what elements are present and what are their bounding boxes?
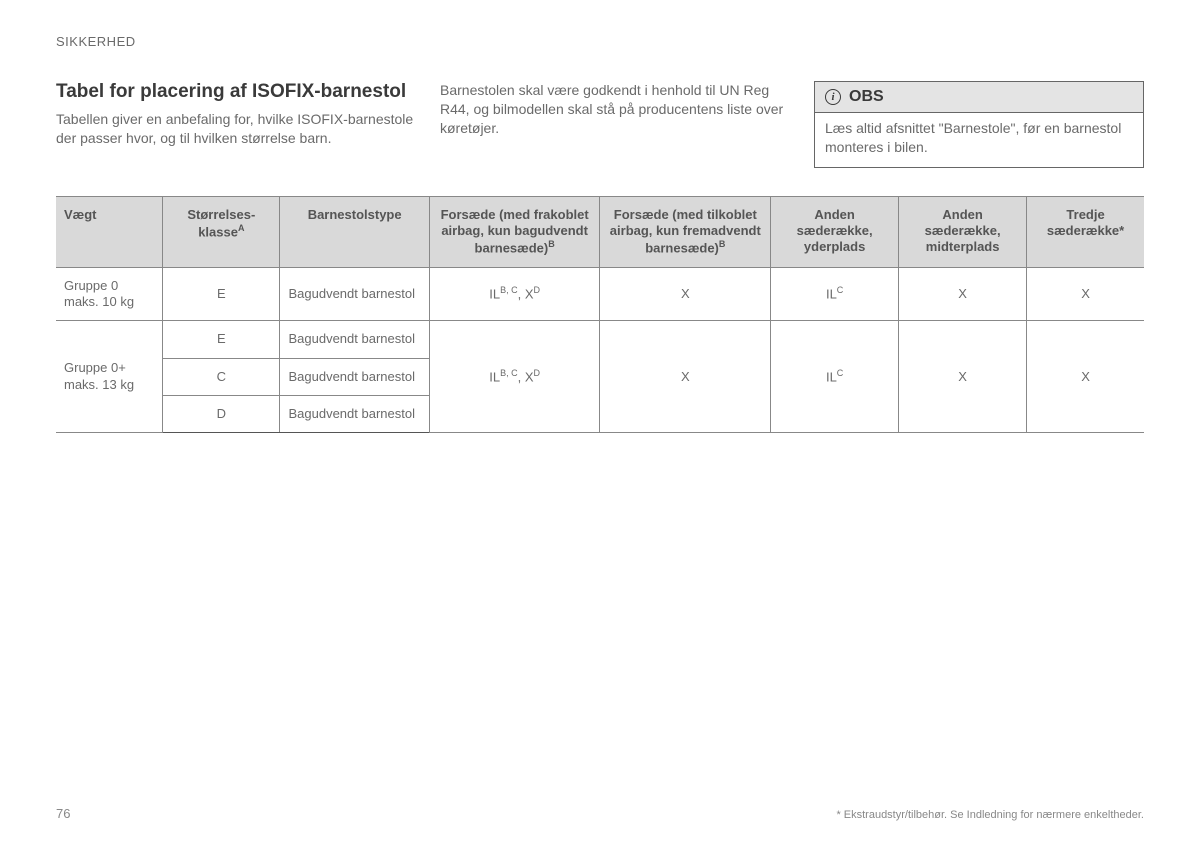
- cell-size-class: D: [163, 395, 280, 432]
- cell-weight: Gruppe 0maks. 10 kg: [56, 267, 163, 321]
- th-seat-type: Barnestolstype: [280, 196, 429, 267]
- cell-row2-outer: ILC: [771, 321, 899, 433]
- cell-front-off: ILB, C, XD: [429, 321, 600, 433]
- th-weight: Vægt: [56, 196, 163, 267]
- cell-size-class: E: [163, 321, 280, 358]
- cell-seat-type: Bagudvendt barnestol: [280, 358, 429, 395]
- cell-size-class: E: [163, 267, 280, 321]
- cell-weight: Gruppe 0+maks. 13 kg: [56, 321, 163, 433]
- table-row: Gruppe 0+maks. 13 kgEBagudvendt barnesto…: [56, 321, 1144, 358]
- isofix-table: Vægt Størrelses-klasseA Barnestolstype F…: [56, 196, 1144, 433]
- cell-seat-type: Bagudvendt barnestol: [280, 267, 429, 321]
- note-title: OBS: [849, 88, 884, 106]
- th-front-on: Forsæde (med tilkoblet airbag, kun frema…: [600, 196, 771, 267]
- page-title: Tabel for placering af ISOFIX-barnestol: [56, 81, 416, 104]
- th-row2-mid: Anden sæderække, midterplads: [899, 196, 1027, 267]
- th-row3: Tredje sæderække*: [1027, 196, 1144, 267]
- cell-row2-outer: ILC: [771, 267, 899, 321]
- mid-text: Barnestolen skal være godkendt i henhold…: [440, 81, 790, 138]
- cell-row3: X: [1027, 267, 1144, 321]
- note-box: i OBS Læs altid afsnittet "Barnestole", …: [814, 81, 1144, 168]
- table-row: Gruppe 0maks. 10 kgEBagudvendt barnestol…: [56, 267, 1144, 321]
- cell-row2-mid: X: [899, 267, 1027, 321]
- info-icon: i: [825, 89, 841, 105]
- cell-row3: X: [1027, 321, 1144, 433]
- table-header-row: Vægt Størrelses-klasseA Barnestolstype F…: [56, 196, 1144, 267]
- page-number: 76: [56, 806, 70, 821]
- intro-text: Tabellen giver en anbefaling for, hvilke…: [56, 110, 416, 148]
- cell-seat-type: Bagudvendt barnestol: [280, 321, 429, 358]
- section-label: SIKKERHED: [56, 34, 1144, 49]
- th-size-class: Størrelses-klasseA: [163, 196, 280, 267]
- note-body: Læs altid afsnittet "Barnestole", før en…: [815, 113, 1143, 167]
- footnote: * Ekstraudstyr/tilbehør. Se Indledning f…: [836, 809, 1144, 821]
- th-front-off: Forsæde (med frakoblet airbag, kun bagud…: [429, 196, 600, 267]
- cell-front-off: ILB, C, XD: [429, 267, 600, 321]
- cell-seat-type: Bagudvendt barnestol: [280, 395, 429, 432]
- cell-size-class: C: [163, 358, 280, 395]
- th-row2-outer: Anden sæderække, yderplads: [771, 196, 899, 267]
- cell-front-on: X: [600, 267, 771, 321]
- cell-front-on: X: [600, 321, 771, 433]
- cell-row2-mid: X: [899, 321, 1027, 433]
- intro-row: Tabel for placering af ISOFIX-barnestol …: [56, 81, 1144, 168]
